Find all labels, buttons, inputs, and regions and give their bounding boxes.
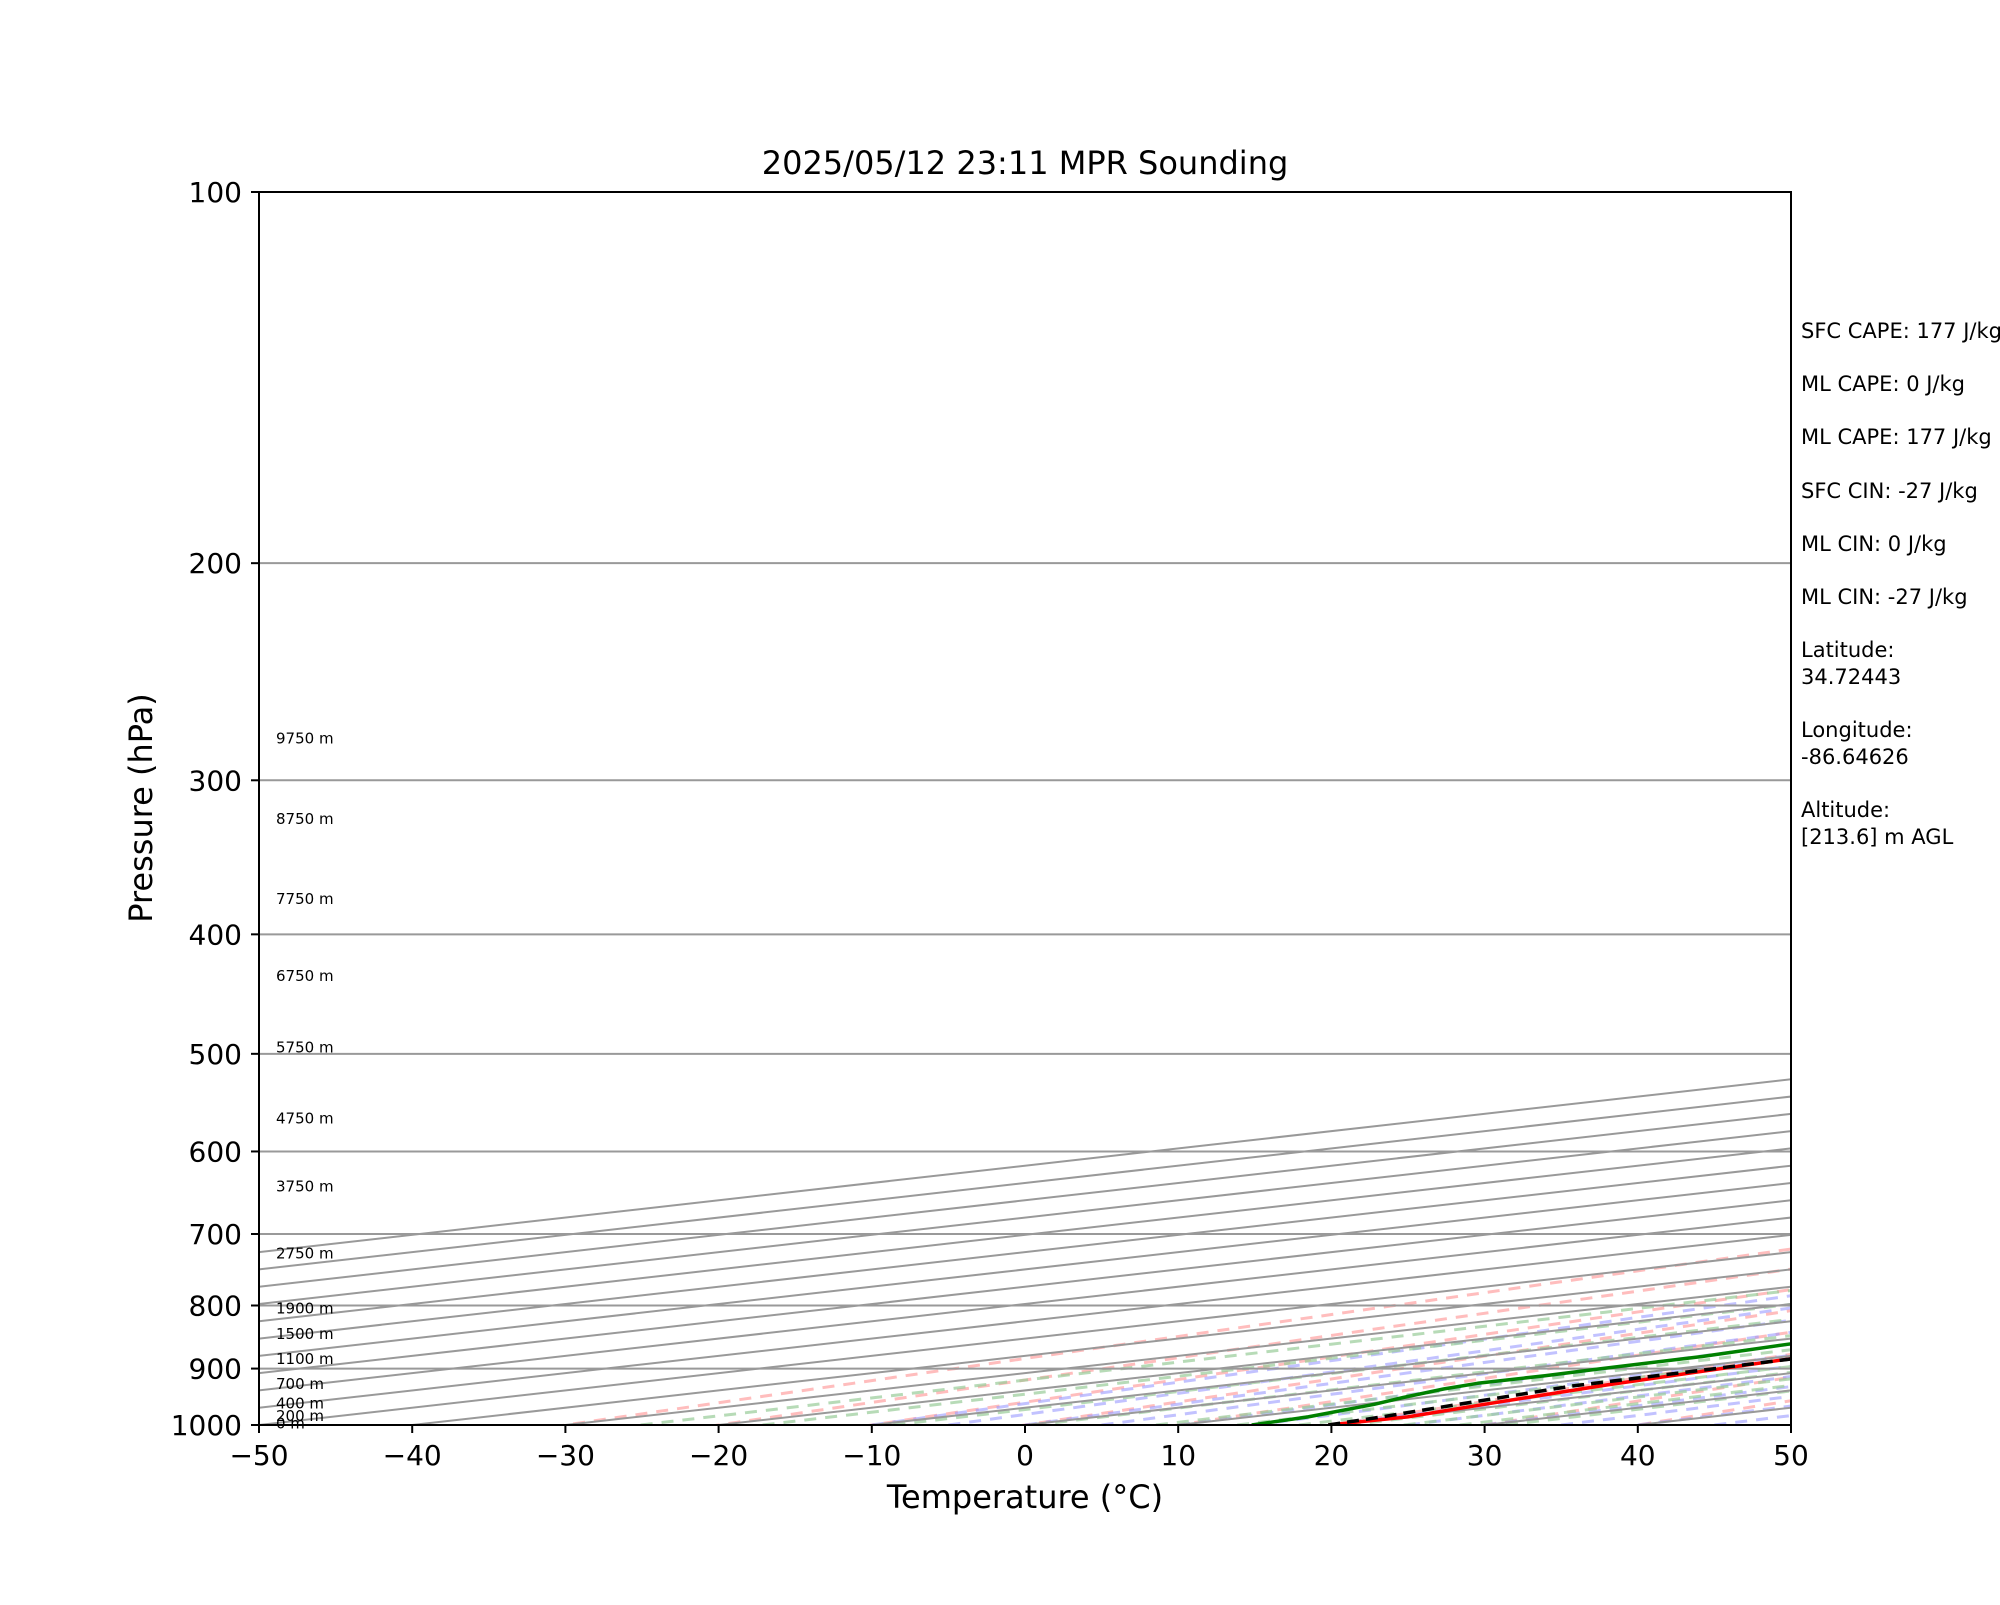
altitude-label: Altitude:	[1801, 798, 1890, 822]
latitude-value: 34.72443	[1801, 665, 1901, 689]
x-tick-label: −40	[383, 1439, 442, 1472]
ml-cin-text: ML CIN: 0 J/kg	[1801, 532, 1947, 556]
y-tick-label: 100	[189, 176, 242, 209]
y-tick-label: 800	[189, 1290, 242, 1323]
x-tick-label: 30	[1467, 1439, 1503, 1472]
x-tick-label: 40	[1620, 1439, 1656, 1472]
longitude-value: -86.64626	[1801, 745, 1909, 769]
x-tick-label: −20	[689, 1439, 748, 1472]
x-tick-label: 20	[1314, 1439, 1350, 1472]
height-label: 400 m	[276, 1394, 324, 1412]
x-tick-label: 10	[1160, 1439, 1196, 1472]
y-tick-label: 300	[189, 764, 242, 797]
height-label: 1500 m	[276, 1325, 334, 1343]
chart-title: 2025/05/12 23:11 MPR Sounding	[762, 144, 1289, 182]
y-tick-label: 1000	[171, 1409, 242, 1442]
y-tick-label: 200	[189, 547, 242, 580]
y-tick-label: 500	[189, 1038, 242, 1071]
height-label: 4750 m	[276, 1109, 334, 1127]
height-label: 1900 m	[276, 1300, 334, 1318]
height-label: 8750 m	[276, 810, 334, 828]
height-label: 1100 m	[276, 1350, 334, 1368]
y-tick-label: 700	[189, 1218, 242, 1251]
x-tick-label: 50	[1773, 1439, 1809, 1472]
height-label: 7750 m	[276, 890, 334, 908]
height-label: 5750 m	[276, 1038, 334, 1056]
sfc-cin-text: SFC CIN: -27 J/kg	[1801, 479, 1978, 503]
longitude-label: Longitude:	[1801, 718, 1913, 742]
x-axis-label: Temperature (°C)	[886, 1478, 1163, 1516]
height-label: 2750 m	[276, 1244, 334, 1262]
ml-cape-text-2: ML CAPE: 177 J/kg	[1801, 425, 1992, 449]
x-tick-label: −10	[842, 1439, 901, 1472]
x-tick-label: −30	[536, 1439, 595, 1472]
sfc-cape-text: SFC CAPE: 177 J/kg	[1801, 319, 2000, 343]
ml-cin-text-2: ML CIN: -27 J/kg	[1801, 585, 1968, 609]
y-tick-label: 900	[189, 1353, 242, 1386]
y-axis-label: Pressure (hPa)	[122, 693, 160, 923]
ml-cape-text: ML CAPE: 0 J/kg	[1801, 372, 1965, 396]
x-tick-label: −50	[229, 1439, 288, 1472]
height-label: 9750 m	[276, 730, 334, 748]
y-tick-label: 600	[189, 1135, 242, 1168]
x-tick-label: 0	[1016, 1439, 1034, 1472]
latitude-label: Latitude:	[1801, 638, 1895, 662]
height-label: 6750 m	[276, 967, 334, 985]
height-label: 700 m	[276, 1375, 324, 1393]
y-tick-label: 400	[189, 918, 242, 951]
altitude-value: [213.6] m AGL	[1801, 825, 1954, 849]
height-label: 3750 m	[276, 1178, 334, 1196]
